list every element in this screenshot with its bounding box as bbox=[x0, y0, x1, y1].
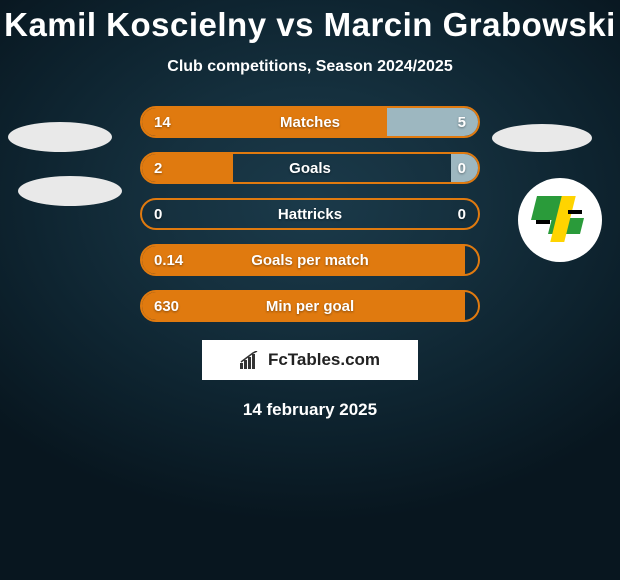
subtitle: Club competitions, Season 2024/2025 bbox=[0, 58, 620, 76]
stat-row: Hattricks0 0 bbox=[140, 198, 480, 230]
comparison-infographic: Kamil Koscielny vs Marcin Grabowski Club… bbox=[0, 0, 620, 580]
stat-value-left: 0 bbox=[154, 200, 162, 228]
stat-label: Matches bbox=[142, 108, 478, 136]
stat-value-left: 2 bbox=[154, 154, 162, 182]
stat-value-right: 0 bbox=[458, 154, 466, 182]
content-area: Kamil Koscielny vs Marcin Grabowski Club… bbox=[0, 0, 620, 420]
stat-row: Goals2 0 bbox=[140, 152, 480, 184]
stat-value-left: 0.14 bbox=[154, 246, 183, 274]
stat-label: Goals bbox=[142, 154, 478, 182]
stat-value-left: 14 bbox=[154, 108, 171, 136]
stat-row: Matches14 5 bbox=[140, 106, 480, 138]
page-title: Kamil Koscielny vs Marcin Grabowski bbox=[0, 6, 620, 44]
brand-text: FcTables.com bbox=[268, 350, 380, 370]
stat-label: Min per goal bbox=[142, 292, 478, 320]
stat-row: Min per goal630 bbox=[140, 290, 480, 322]
stat-rows: Matches145Goals20Hattricks00Goals per ma… bbox=[0, 106, 620, 322]
stat-value-right: 0 bbox=[458, 200, 466, 228]
stat-value-left: 630 bbox=[154, 292, 179, 320]
brand-box: FcTables.com bbox=[202, 340, 418, 380]
footer-date: 14 february 2025 bbox=[0, 400, 620, 420]
brand-bars-icon bbox=[240, 351, 262, 369]
stat-row: Goals per match0.14 bbox=[140, 244, 480, 276]
stat-label: Goals per match bbox=[142, 246, 478, 274]
stat-label: Hattricks bbox=[142, 200, 478, 228]
stat-value-right: 5 bbox=[458, 108, 466, 136]
